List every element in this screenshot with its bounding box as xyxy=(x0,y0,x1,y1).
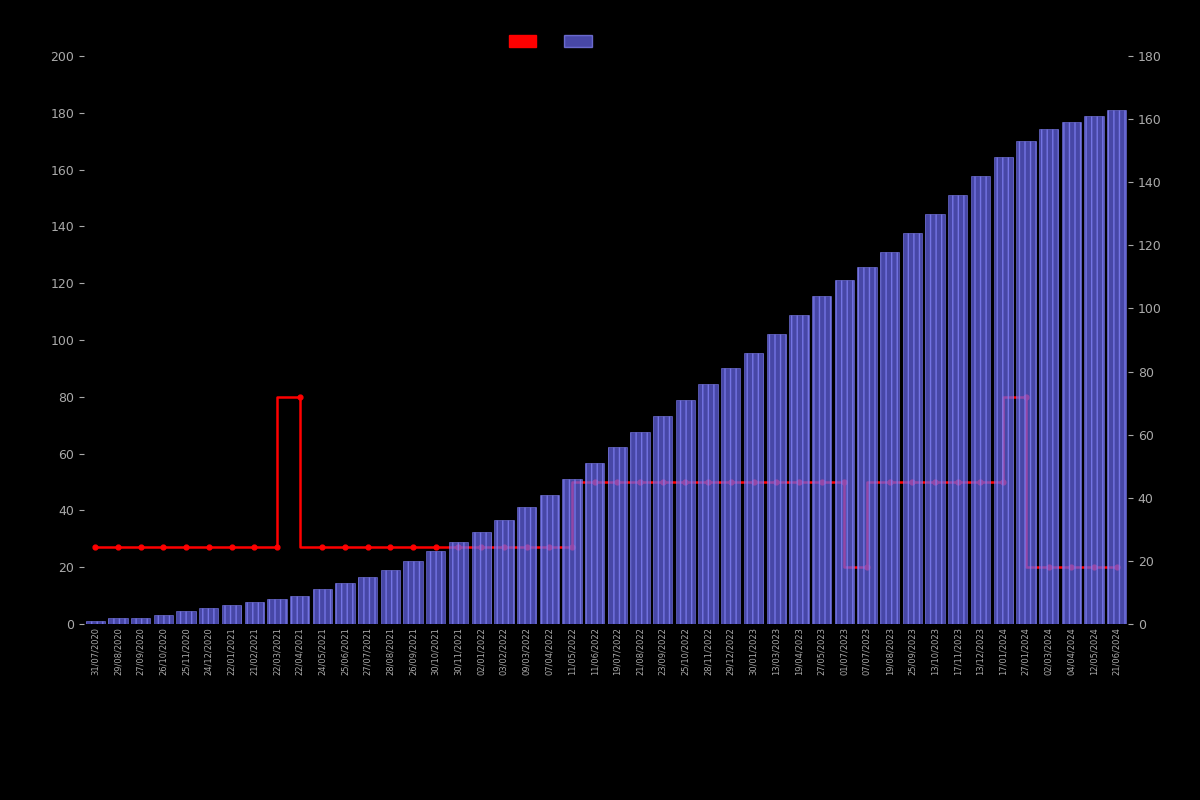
Point xyxy=(948,475,967,488)
Bar xyxy=(925,214,944,624)
Point xyxy=(494,541,514,554)
Bar xyxy=(721,368,740,624)
Point xyxy=(630,475,649,488)
Point xyxy=(426,541,445,554)
Bar xyxy=(313,590,332,624)
Bar xyxy=(994,157,1013,624)
Bar xyxy=(176,611,196,624)
Point xyxy=(199,541,218,554)
Bar xyxy=(653,416,672,624)
Point xyxy=(835,475,854,488)
Bar xyxy=(586,463,605,624)
Bar xyxy=(449,542,468,624)
Point xyxy=(1108,561,1127,574)
Point xyxy=(336,541,355,554)
Point xyxy=(380,541,400,554)
Point xyxy=(472,541,491,554)
Point xyxy=(607,475,626,488)
Bar xyxy=(563,479,582,624)
Point xyxy=(1039,561,1058,574)
Bar xyxy=(880,252,899,624)
Bar xyxy=(199,608,218,624)
Bar xyxy=(245,602,264,624)
Point xyxy=(176,541,196,554)
Point xyxy=(857,561,876,574)
Bar xyxy=(335,583,355,624)
Bar xyxy=(494,520,514,624)
Bar xyxy=(857,267,877,624)
Bar xyxy=(472,533,491,624)
Bar xyxy=(290,595,310,624)
Bar xyxy=(403,561,422,624)
Point xyxy=(902,475,922,488)
Bar xyxy=(222,605,241,624)
Point xyxy=(290,390,310,403)
Bar xyxy=(268,598,287,624)
Point xyxy=(925,475,944,488)
Point xyxy=(721,475,740,488)
Bar xyxy=(902,233,922,624)
Point xyxy=(790,475,809,488)
Bar xyxy=(1039,129,1058,624)
Point xyxy=(994,475,1013,488)
Bar xyxy=(1085,116,1104,624)
Bar xyxy=(380,570,400,624)
Point xyxy=(971,475,990,488)
Point xyxy=(880,475,899,488)
Bar xyxy=(1016,141,1036,624)
Point xyxy=(563,541,582,554)
Bar xyxy=(607,447,626,624)
Point xyxy=(1062,561,1081,574)
Bar xyxy=(698,384,718,624)
Bar xyxy=(154,614,173,624)
Bar xyxy=(767,334,786,624)
Bar xyxy=(131,618,150,624)
Point xyxy=(222,541,241,554)
Point xyxy=(245,541,264,554)
Point xyxy=(313,541,332,554)
Point xyxy=(517,541,536,554)
Bar xyxy=(108,618,127,624)
Point xyxy=(131,541,150,554)
Point xyxy=(1016,390,1036,403)
Point xyxy=(812,475,832,488)
Bar xyxy=(1062,122,1081,624)
Point xyxy=(698,475,718,488)
Bar xyxy=(971,176,990,624)
Point xyxy=(449,541,468,554)
Legend: , : , xyxy=(509,34,599,49)
Bar xyxy=(676,400,695,624)
Point xyxy=(586,475,605,488)
Point xyxy=(540,541,559,554)
Bar xyxy=(744,353,763,624)
Bar xyxy=(85,621,104,624)
Bar xyxy=(426,551,445,624)
Point xyxy=(403,541,422,554)
Bar xyxy=(1108,110,1127,624)
Point xyxy=(154,541,173,554)
Point xyxy=(676,475,695,488)
Point xyxy=(108,541,127,554)
Point xyxy=(85,541,104,554)
Bar xyxy=(540,494,559,624)
Point xyxy=(1085,561,1104,574)
Bar xyxy=(630,431,649,624)
Point xyxy=(767,475,786,488)
Bar xyxy=(812,296,832,624)
Bar xyxy=(358,577,377,624)
Bar xyxy=(517,507,536,624)
Point xyxy=(268,541,287,554)
Bar xyxy=(948,195,967,624)
Point xyxy=(744,475,763,488)
Point xyxy=(653,475,672,488)
Bar xyxy=(790,314,809,624)
Bar xyxy=(835,280,854,624)
Point xyxy=(358,541,377,554)
